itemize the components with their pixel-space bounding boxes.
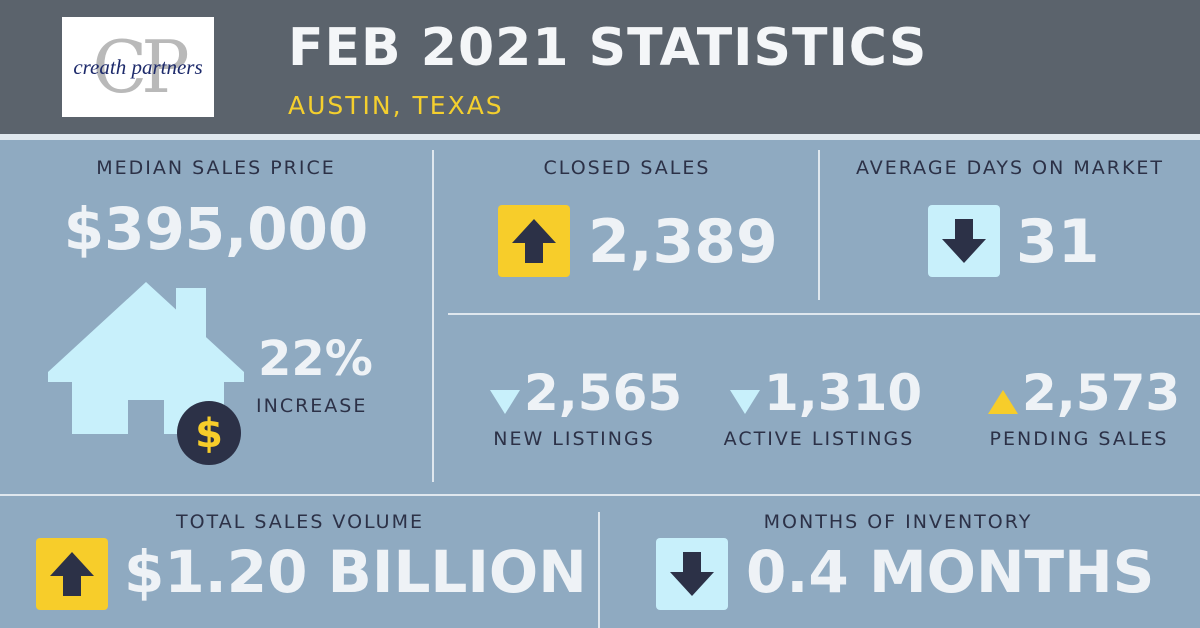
days-on-market-value: 31: [1016, 207, 1100, 277]
triangle-up-icon: [988, 390, 1018, 414]
dollar-coin-icon: $: [177, 401, 241, 465]
sales-volume-label: TOTAL SALES VOLUME: [176, 511, 424, 533]
new-listings-value: 2,565: [524, 364, 683, 422]
logo-monogram: CP: [92, 25, 190, 109]
median-change-label: INCREASE: [256, 395, 368, 417]
days-on-market-trend-box: [928, 205, 1000, 277]
closed-sales-trend-box: [498, 205, 570, 277]
svg-text:$: $: [195, 411, 223, 457]
divider-vertical-top-right: [818, 150, 820, 300]
logo: CP creath partners: [62, 17, 214, 117]
inventory-label: MONTHS OF INVENTORY: [763, 511, 1033, 533]
arrow-down-icon: [670, 552, 714, 596]
median-price-label: MEDIAN SALES PRICE: [96, 157, 336, 179]
days-on-market-label: AVERAGE DAYS ON MARKET: [855, 157, 1165, 179]
inventory-value: 0.4 MONTHS: [746, 538, 1155, 606]
divider-vertical-bottom: [598, 512, 600, 628]
active-listings-value: 1,310: [764, 364, 923, 422]
divider-horizontal-bottom: [0, 494, 1200, 496]
logo-text: creath partners: [73, 55, 203, 79]
header-divider: [0, 134, 1200, 140]
pending-sales-value: 2,573: [1022, 364, 1181, 422]
house-icon: [48, 282, 244, 434]
closed-sales-label: CLOSED SALES: [543, 157, 711, 179]
inventory-trend-box: [656, 538, 728, 610]
arrow-down-icon: [942, 219, 986, 263]
pending-sales-label: PENDING SALES: [989, 428, 1169, 450]
triangle-down-icon: [730, 390, 760, 414]
page-title: FEB 2021 STATISTICS: [288, 18, 928, 78]
triangle-down-icon: [490, 390, 520, 414]
arrow-up-icon: [50, 552, 94, 596]
page-subtitle: AUSTIN, TEXAS: [288, 91, 504, 120]
new-listings-label: NEW LISTINGS: [493, 428, 655, 450]
median-price-value: $395,000: [63, 195, 369, 263]
closed-sales-value: 2,389: [588, 207, 778, 277]
sales-volume-value: $1.20 BILLION: [124, 538, 587, 606]
divider-horizontal-right: [448, 313, 1200, 315]
active-listings-label: ACTIVE LISTINGS: [723, 428, 915, 450]
arrow-up-icon: [512, 219, 556, 263]
median-change-percent: 22%: [258, 331, 373, 387]
divider-vertical-left: [432, 150, 434, 482]
sales-volume-trend-box: [36, 538, 108, 610]
